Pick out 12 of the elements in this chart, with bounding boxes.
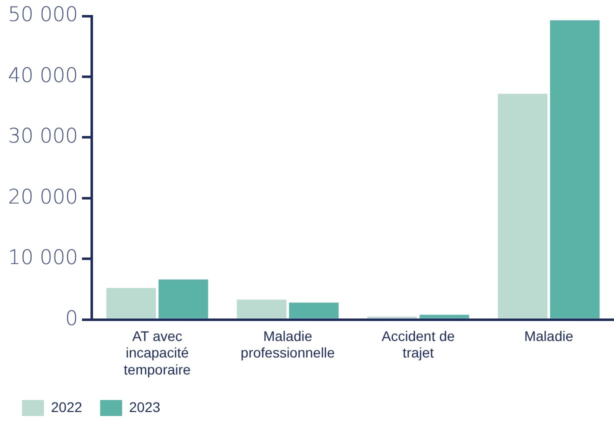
y-tick-label: 40 000 <box>8 62 78 87</box>
legend-label: 2023 <box>129 398 161 415</box>
x-tick-label: Accident de trajet <box>382 328 456 361</box>
y-tick-label: 10 000 <box>8 245 78 270</box>
x-tick-label: Maladie <box>524 328 574 344</box>
x-tick-label: AT avec incapacité temporaire <box>124 328 191 378</box>
y-tick-label: 20 000 <box>8 184 78 208</box>
y-tick-label: 0 <box>65 306 78 330</box>
y-tick-label: 50 000 <box>8 2 78 26</box>
y-tick-label: 30 000 <box>8 124 78 148</box>
x-tick-label: Maladie professionnelle <box>240 328 336 361</box>
legend-label: 2022 <box>51 398 82 415</box>
